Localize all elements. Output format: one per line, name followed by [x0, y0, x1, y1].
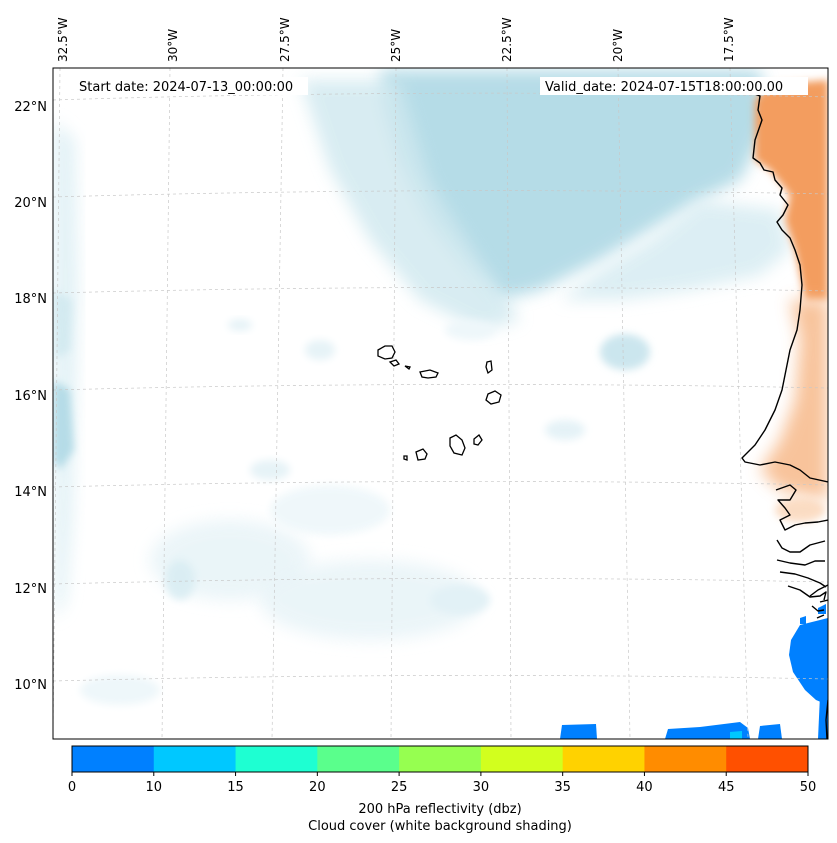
cape-verde-islands	[377, 345, 502, 461]
valid-date-box	[540, 77, 808, 95]
colorbar-ticks: 0 10 15 20 25 30 35 40 45 50	[68, 772, 816, 795]
lat-label-18n: 18°N	[14, 292, 47, 307]
coastline	[741, 92, 828, 739]
lon-label-30w: 30°W	[166, 29, 180, 62]
colorbar: 0 10 15 20 25 30 35 40 45 50 200 hPa reflectivity…	[68, 745, 816, 834]
colorbar-tick-label: 40	[636, 780, 653, 795]
colorbar-segments	[72, 746, 809, 772]
colorbar-segment	[72, 746, 155, 772]
colorbar-tick-label: 20	[309, 780, 326, 795]
colorbar-tick-label: 35	[554, 780, 571, 795]
lon-label-20w: 20°W	[611, 29, 625, 62]
map-area: Start date: 2024-07-13_00:00:00 Valid_da…	[53, 68, 828, 739]
map-frame	[52, 67, 829, 740]
start-date-box	[73, 77, 308, 95]
lon-label-27-5w: 27.5°W	[278, 17, 292, 62]
latitude-labels: 22°N 20°N 18°N 16°N 14°N 12°N 10°N	[14, 100, 47, 693]
lat-label-12n: 12°N	[14, 582, 47, 597]
graticule	[53, 68, 828, 739]
colorbar-tick-label: 15	[227, 780, 244, 795]
lon-label-25w: 25°W	[389, 29, 403, 62]
lat-label-14n: 14°N	[14, 485, 47, 500]
lat-label-20n: 20°N	[14, 196, 47, 211]
colorbar-segment	[562, 746, 645, 772]
lon-label-17-5w: 17.5°W	[722, 17, 736, 62]
lat-label-10n: 10°N	[14, 678, 47, 693]
colorbar-segment	[317, 746, 400, 772]
lon-label-22-5w: 22.5°W	[500, 17, 514, 62]
colorbar-frame	[71, 745, 809, 773]
reflectivity-patches	[560, 604, 828, 739]
colorbar-segment	[399, 746, 482, 772]
lon-label-32-5w: 32.5°W	[56, 17, 70, 62]
colorbar-tick-label: 10	[146, 780, 163, 795]
colorbar-tick-label: 30	[473, 780, 490, 795]
colorbar-segment	[153, 746, 237, 772]
colorbar-segment	[726, 746, 809, 772]
start-date-text: Start date: 2024-07-13_00:00:00	[79, 80, 293, 95]
land-warm-shading	[755, 80, 828, 522]
colorbar-segment	[644, 746, 727, 772]
lat-label-16n: 16°N	[14, 389, 47, 404]
lat-label-22n: 22°N	[14, 100, 47, 115]
colorbar-segment	[235, 746, 318, 772]
colorbar-tick-label: 25	[391, 780, 408, 795]
colorbar-label-reflectivity: 200 hPa reflectivity (dbz)	[358, 802, 521, 817]
colorbar-tick-label: 0	[68, 780, 76, 795]
colorbar-tick-label: 50	[800, 780, 817, 795]
longitude-labels: 32.5°W 30°W 27.5°W 25°W 22.5°W 20°W 17.5…	[56, 17, 736, 62]
colorbar-segment	[480, 746, 564, 772]
valid-date-text: Valid_date: 2024-07-15T18:00:00.00	[545, 80, 783, 95]
cloud-cover-shading	[53, 70, 790, 705]
colorbar-label-cloud-cover: Cloud cover (white background shading)	[308, 819, 572, 834]
colorbar-tick-label: 45	[718, 780, 735, 795]
